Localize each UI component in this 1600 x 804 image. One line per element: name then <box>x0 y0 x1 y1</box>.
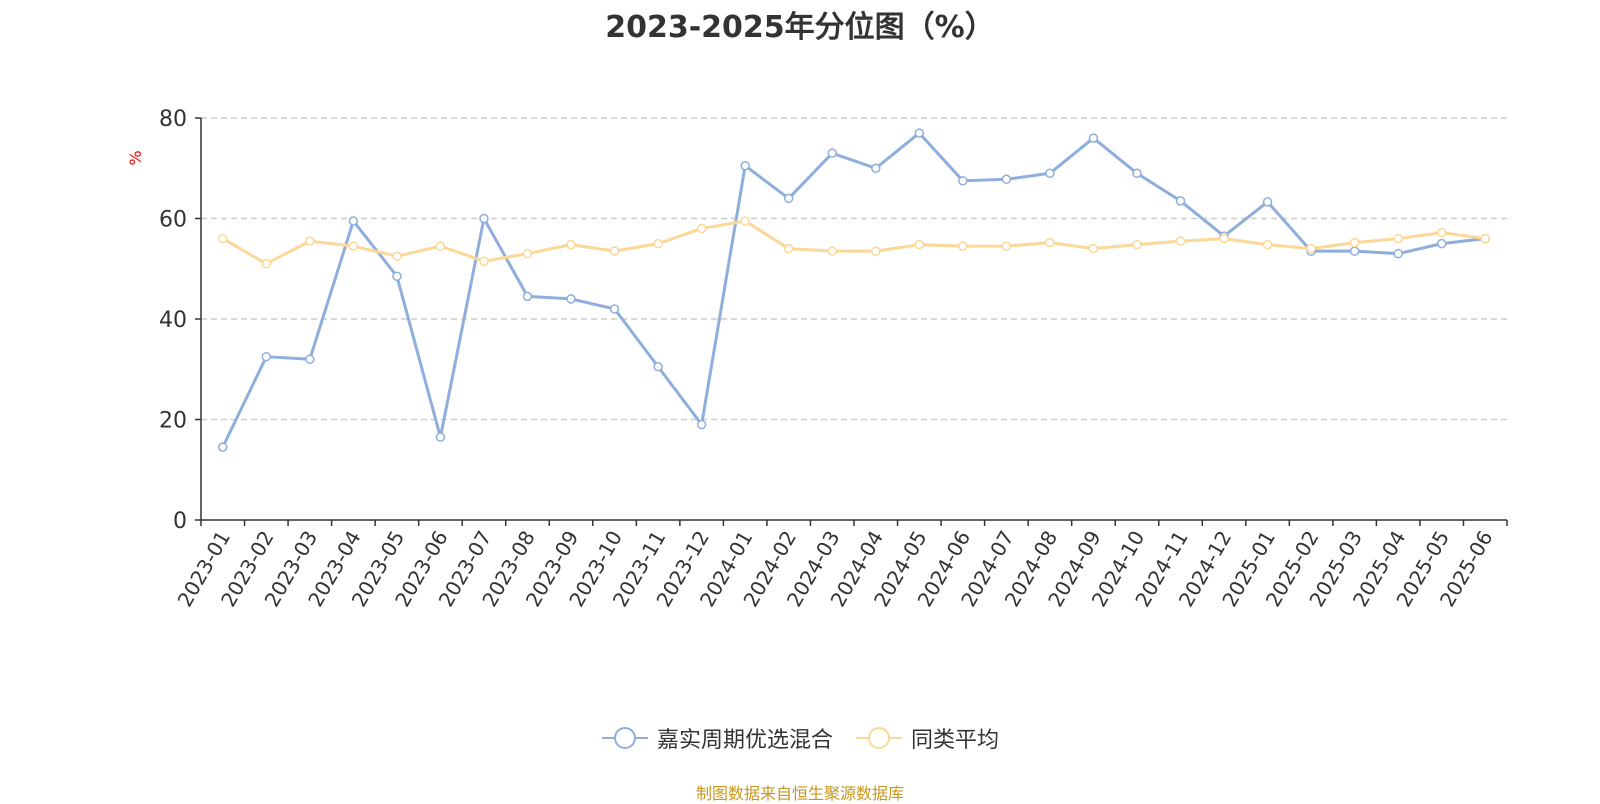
data-point[interactable] <box>1349 246 1360 256</box>
data-point[interactable] <box>261 351 272 362</box>
data-point[interactable] <box>305 354 315 364</box>
data-point[interactable] <box>1088 133 1099 143</box>
data-point[interactable] <box>305 236 315 246</box>
data-point[interactable] <box>1262 197 1273 207</box>
legend-item-fund[interactable]: 嘉实周期优选混合 <box>601 722 833 754</box>
data-point[interactable] <box>696 223 707 234</box>
legend-marker-fund <box>601 727 648 749</box>
y-tick-label: 0 <box>173 509 187 534</box>
source-note: 制图数据来自恒生聚源数据库 <box>695 784 904 803</box>
gridlines <box>201 117 1507 421</box>
data-point[interactable] <box>1175 236 1186 246</box>
legend-marker-average <box>856 727 902 749</box>
data-point[interactable] <box>871 246 881 256</box>
data-point[interactable] <box>1001 241 1012 251</box>
data-point[interactable] <box>1393 233 1403 244</box>
y-tick-label: 40 <box>159 308 187 333</box>
data-point[interactable] <box>783 243 794 254</box>
data-point[interactable] <box>435 241 446 251</box>
data-point[interactable] <box>522 248 533 259</box>
data-point[interactable] <box>566 294 576 304</box>
series-line <box>221 131 1487 449</box>
data-point[interactable] <box>1393 248 1403 259</box>
data-point[interactable] <box>1175 196 1186 206</box>
data-point[interactable] <box>1262 239 1273 250</box>
data-point[interactable] <box>653 238 663 249</box>
data-point[interactable] <box>1045 168 1055 179</box>
series-0 <box>218 128 1490 452</box>
data-point[interactable] <box>740 216 750 226</box>
data-point[interactable] <box>871 163 881 173</box>
data-point[interactable] <box>348 216 359 226</box>
data-point[interactable] <box>783 193 794 204</box>
data-point[interactable] <box>1132 168 1142 179</box>
data-point[interactable] <box>827 148 837 158</box>
chart-title: 2023-2025年分位图（%） <box>605 10 995 45</box>
data-point[interactable] <box>261 258 272 269</box>
series-line <box>221 219 1487 266</box>
data-point[interactable] <box>1132 239 1142 250</box>
x-tick-labels: 2023-012023-022023-032023-042023-052023-… <box>173 520 1508 611</box>
data-point[interactable] <box>1219 233 1229 244</box>
legend: 嘉实周期优选混合 同类平均 <box>0 722 1600 754</box>
legend-item-average[interactable]: 同类平均 <box>855 722 999 754</box>
legend-label-fund: 嘉实周期优选混合 <box>656 728 833 753</box>
data-point[interactable] <box>1088 243 1099 254</box>
data-point[interactable] <box>218 442 228 452</box>
series-1 <box>218 216 1490 269</box>
y-tick-labels: 0 20 40 60 80 <box>159 107 201 534</box>
data-point[interactable] <box>914 128 925 138</box>
data-point[interactable] <box>827 246 837 256</box>
y-axis-label: % <box>126 150 145 165</box>
data-point[interactable] <box>1480 233 1490 244</box>
data-point[interactable] <box>218 233 228 244</box>
series <box>218 128 1490 452</box>
data-point[interactable] <box>479 256 489 266</box>
data-point[interactable] <box>914 239 925 250</box>
data-point[interactable] <box>1436 227 1447 238</box>
data-point[interactable] <box>348 241 359 251</box>
y-tick-label: 80 <box>159 107 187 132</box>
data-point[interactable] <box>1001 174 1012 185</box>
y-tick-label: 60 <box>159 208 187 233</box>
data-point[interactable] <box>566 239 576 250</box>
y-tick-label: 20 <box>159 409 187 434</box>
data-point[interactable] <box>609 304 620 314</box>
data-point[interactable] <box>958 176 968 186</box>
data-point[interactable] <box>522 291 533 302</box>
data-point[interactable] <box>958 241 968 251</box>
legend-label-average: 同类平均 <box>911 728 1000 753</box>
data-point[interactable] <box>1306 243 1316 254</box>
data-point[interactable] <box>1349 237 1360 248</box>
data-point[interactable] <box>653 361 663 372</box>
data-point[interactable] <box>1436 238 1447 249</box>
data-point[interactable] <box>696 419 707 430</box>
data-point[interactable] <box>392 251 402 261</box>
data-point[interactable] <box>1045 237 1055 248</box>
data-point[interactable] <box>435 432 446 442</box>
data-point[interactable] <box>392 271 402 282</box>
data-point[interactable] <box>479 213 489 224</box>
data-point[interactable] <box>740 160 750 171</box>
data-point[interactable] <box>609 246 620 256</box>
